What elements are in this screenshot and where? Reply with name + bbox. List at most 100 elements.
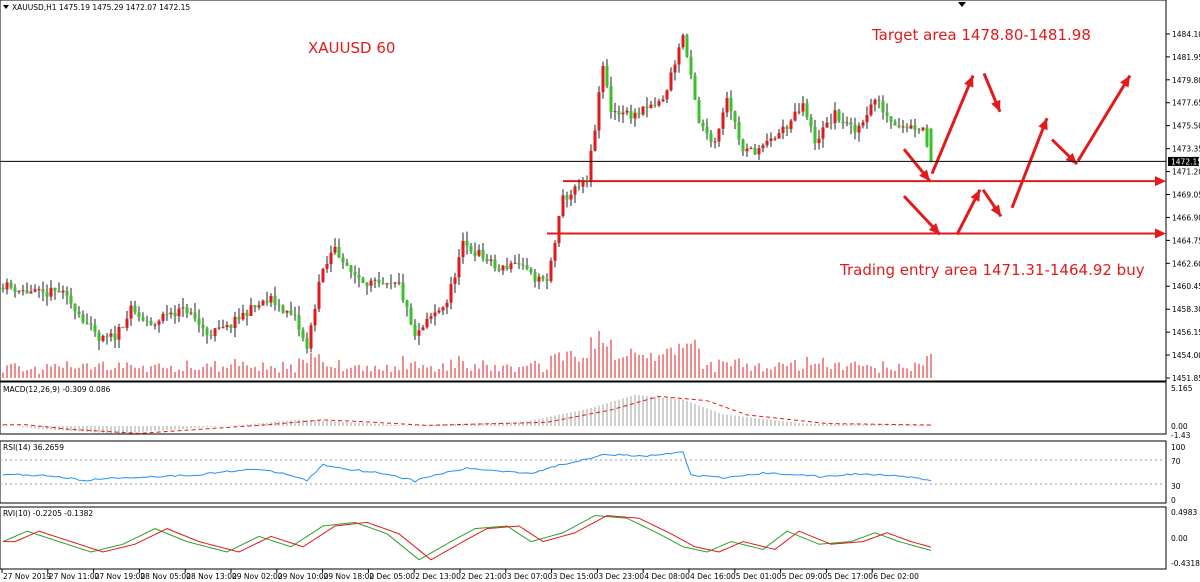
candle-body (161, 313, 165, 321)
price-tick-label: 1471.20 (1172, 168, 1200, 177)
candle-body (245, 312, 249, 316)
candle-body (773, 138, 777, 140)
candle-body (929, 128, 933, 162)
rvi-label: RVI(10) -0.2205 -0.1382 (3, 509, 93, 518)
candle-body (897, 125, 901, 127)
candle-body (361, 278, 365, 283)
symbol-dropdown-icon[interactable] (3, 5, 9, 9)
candle-body (597, 92, 601, 131)
candle-body (665, 90, 669, 100)
candle-body (701, 122, 705, 127)
candle-body (277, 304, 281, 306)
candle-body (633, 112, 637, 119)
candle-body (37, 289, 41, 291)
candle-body (465, 240, 469, 246)
candle-body (565, 195, 569, 200)
candle-body (225, 325, 229, 328)
candle-body (625, 110, 629, 113)
candle-body (197, 318, 201, 325)
candle-body (53, 287, 57, 291)
candle-body (741, 139, 745, 152)
price-tick-label: 1462.60 (1172, 259, 1200, 268)
candle-body (801, 103, 805, 112)
candle-body (525, 265, 529, 269)
candle-body (117, 326, 121, 340)
candle-body (585, 180, 589, 182)
price-tick-label: 1460.45 (1172, 282, 1200, 291)
candle-body (881, 101, 885, 113)
candle-body (725, 98, 729, 113)
candle-body (877, 99, 881, 102)
candle-body (297, 315, 301, 330)
candle-body (813, 126, 817, 144)
candle-body (609, 86, 613, 113)
macd-panel-frame (0, 381, 1167, 435)
main-panel-frame (0, 0, 1167, 382)
candle-body (557, 215, 561, 244)
candle-body (909, 125, 913, 129)
candle-body (833, 110, 837, 124)
candle-body (569, 194, 573, 200)
candle-body (121, 326, 125, 328)
candle-body (889, 116, 893, 122)
forecast-arrow-shaft (1010, 117, 1049, 209)
candle-body (513, 262, 517, 264)
price-tick-label: 1479.80 (1172, 76, 1200, 85)
candle-body (873, 99, 877, 105)
time-tick-label: 29 Nov 10:00 (278, 572, 329, 581)
candle-body (45, 292, 49, 297)
candle-body (745, 148, 749, 152)
rsi-tick-0: 0 (1171, 496, 1176, 505)
rvi-panel-frame (0, 506, 1167, 570)
candle-body (81, 314, 85, 323)
macd-label: MACD(12,26,9) -0.309 0.086 (3, 385, 111, 394)
candle-body (249, 305, 253, 316)
candle-body (229, 325, 233, 328)
candle-body (649, 104, 653, 109)
candle-body (157, 320, 161, 325)
time-tick-label: 5 Dec 09:00 (782, 572, 828, 581)
forecast-arrowhead (919, 169, 930, 182)
time-tick-label: 28 Nov 05:00 (140, 572, 191, 581)
candle-body (49, 287, 53, 297)
candle-body (849, 122, 853, 125)
candle-body (805, 103, 809, 118)
time-tick-label: 29 Nov 02:00 (232, 572, 283, 581)
candle-body (405, 300, 409, 308)
candle-body (133, 305, 137, 313)
candle-body (317, 281, 321, 309)
candle-body (505, 265, 509, 270)
candle-body (201, 324, 205, 329)
current-price-tag: 1472.15 (1168, 156, 1200, 166)
candle-body (757, 148, 761, 155)
candle-body (261, 300, 265, 306)
candle-body (497, 268, 501, 271)
candle-body (545, 279, 549, 281)
candle-body (793, 111, 797, 121)
candle-body (605, 65, 609, 87)
level-arrowhead (1155, 228, 1166, 239)
candle-body (153, 324, 157, 326)
candle-body (17, 290, 21, 292)
candle-body (461, 240, 465, 258)
candle-body (385, 283, 389, 285)
time-tick-label: 2 Dec 13:00 (415, 572, 461, 581)
candle-body (257, 305, 261, 308)
candle-body (265, 300, 269, 303)
candle-body (657, 101, 661, 106)
candle-body (797, 111, 801, 113)
candle-body (541, 276, 545, 280)
candle-body (857, 125, 861, 133)
candle-body (85, 322, 89, 324)
candle-body (637, 112, 641, 115)
price-tick-label: 1466.90 (1172, 213, 1200, 222)
forecast-arrow-shaft (1076, 74, 1132, 162)
candle-body (817, 138, 821, 144)
candle-body (333, 246, 337, 253)
candle-body (589, 150, 593, 181)
candle-body (273, 295, 277, 305)
candle-body (89, 323, 93, 326)
candle-body (369, 280, 373, 286)
candle-body (253, 305, 257, 308)
candle-body (97, 332, 101, 341)
